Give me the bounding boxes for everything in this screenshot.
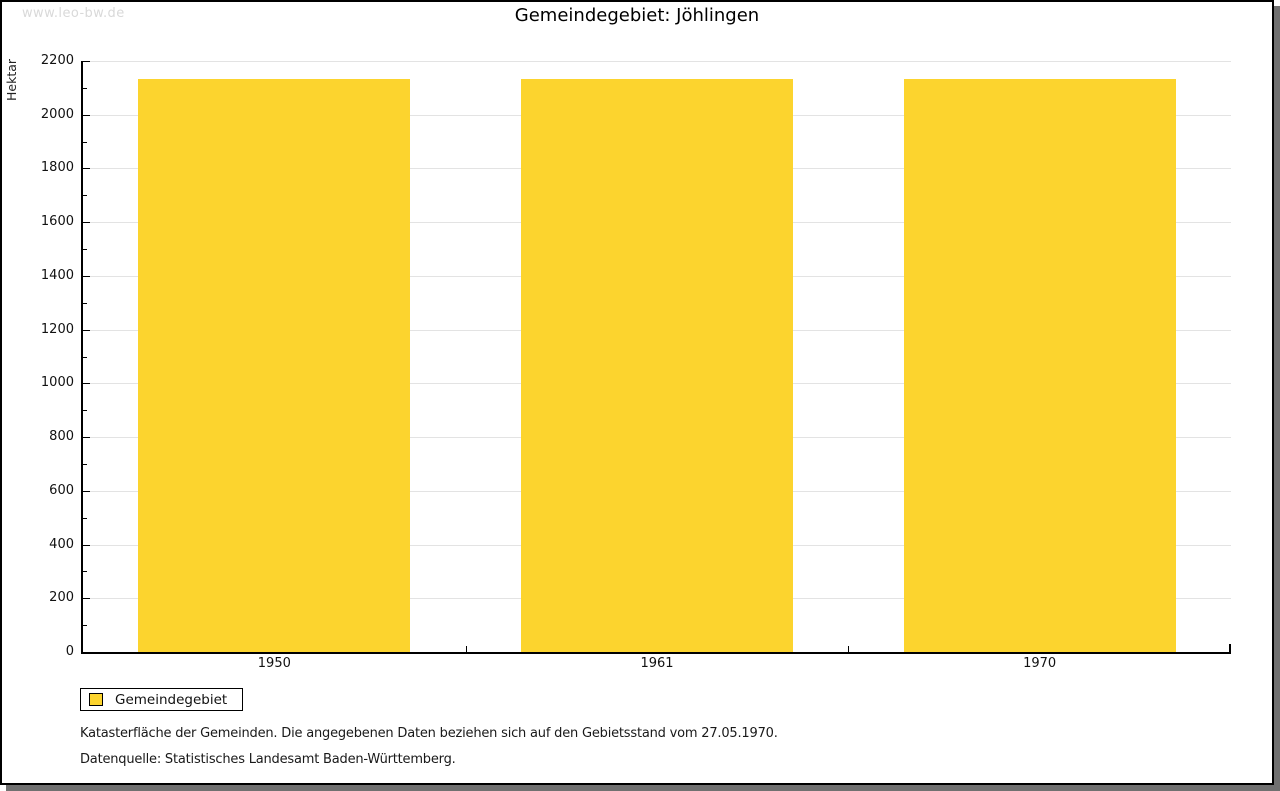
y-minor-tick xyxy=(83,356,87,358)
x-tick-label: 1961 xyxy=(640,656,674,671)
y-tick-label: 0 xyxy=(65,644,74,659)
footnote-line-1: Katasterfläche der Gemeinden. Die angege… xyxy=(80,726,778,741)
x-separator-tick xyxy=(848,646,850,652)
bar-1970 xyxy=(903,79,1176,652)
y-major-tick xyxy=(83,490,90,492)
legend-swatch xyxy=(89,693,103,706)
y-tick-label: 800 xyxy=(49,429,74,445)
watermark: www.leo-bw.de xyxy=(22,6,125,21)
y-tick-label: 400 xyxy=(49,536,74,552)
footnote-line-2: Datenquelle: Statistisches Landesamt Bad… xyxy=(80,752,456,767)
y-major-tick xyxy=(83,437,90,439)
y-major-tick xyxy=(83,114,90,116)
y-axis-label: Hektar xyxy=(4,58,19,102)
y-major-tick xyxy=(83,168,90,170)
y-tick-label: 2000 xyxy=(40,106,74,122)
bar-1961 xyxy=(521,79,793,652)
y-major-tick xyxy=(83,275,90,277)
y-minor-tick xyxy=(83,625,87,627)
y-minor-tick xyxy=(83,302,87,304)
y-minor-tick xyxy=(83,410,87,412)
plot-area: 0 200 400 600 800 1000 1200 1400 1600 1800 2000 220… xyxy=(41,53,1231,671)
y-minor-tick xyxy=(83,517,87,519)
y-tick-label: 1200 xyxy=(40,321,74,337)
y-tick-label: 1600 xyxy=(40,214,74,230)
bar-1950 xyxy=(138,79,411,652)
y-major-tick xyxy=(83,61,90,62)
y-tick-label: 2200 xyxy=(40,53,74,68)
y-minor-tick xyxy=(83,87,87,89)
y-minor-tick xyxy=(83,571,87,573)
y-tick-label: 200 xyxy=(49,590,74,606)
legend-label: Gemeindegebiet xyxy=(115,691,228,708)
x-axis-end-tick xyxy=(1229,644,1231,652)
y-minor-tick xyxy=(83,195,87,197)
x-separator-tick xyxy=(465,646,467,652)
gridline xyxy=(83,61,1231,62)
y-major-tick xyxy=(83,383,90,385)
y-tick-label: 1000 xyxy=(40,375,74,391)
y-tick-label: 1400 xyxy=(40,267,74,283)
chart-title: Gemeindegebiet: Jöhlingen xyxy=(514,5,760,26)
y-minor-tick xyxy=(83,463,87,465)
y-major-tick xyxy=(83,222,90,224)
y-tick-label: 1800 xyxy=(40,160,74,176)
x-tick-label: 1950 xyxy=(257,656,291,671)
y-minor-tick xyxy=(83,249,87,251)
y-major-tick xyxy=(83,598,90,600)
legend: Gemeindegebiet xyxy=(80,688,244,711)
y-major-tick xyxy=(83,329,90,331)
x-tick-label: 1970 xyxy=(1023,656,1057,671)
y-minor-tick xyxy=(83,141,87,143)
y-tick-label: 600 xyxy=(49,482,74,498)
y-major-tick xyxy=(83,544,90,546)
